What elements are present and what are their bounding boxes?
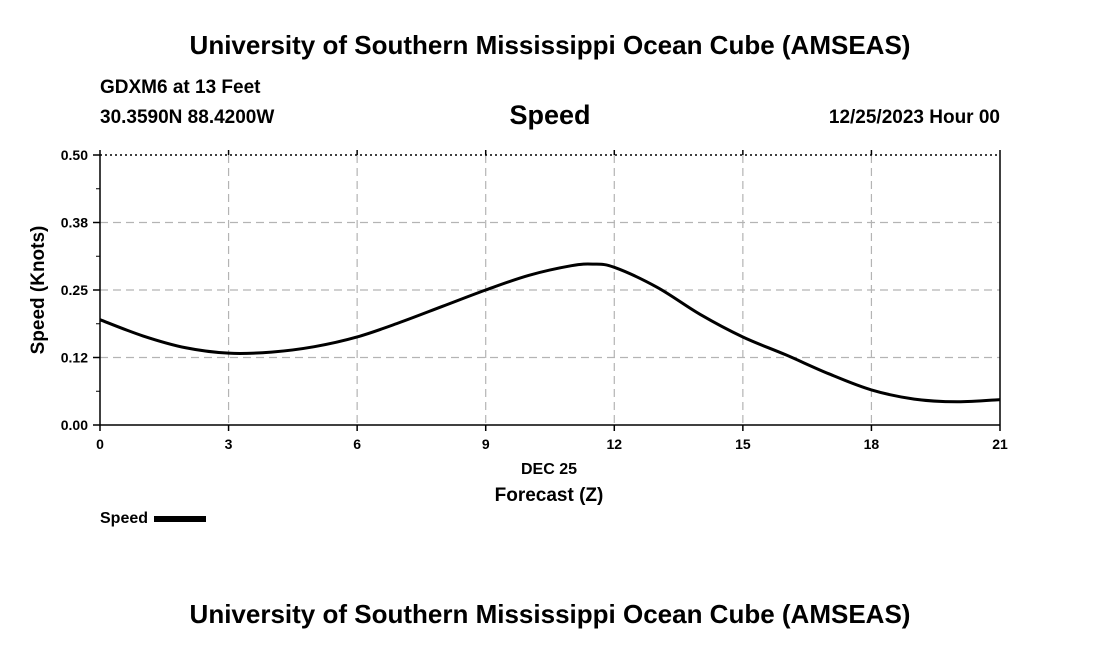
y-tick-label: 0.12 bbox=[61, 350, 88, 366]
x-tick-label: 6 bbox=[353, 436, 361, 452]
footer-title: University of Southern Mississippi Ocean… bbox=[189, 599, 911, 629]
series-group bbox=[99, 262, 1001, 404]
legend-line-swatch bbox=[154, 516, 207, 522]
x-axis-title: Forecast (Z) bbox=[495, 485, 604, 506]
x-tick-label: 0 bbox=[96, 436, 104, 452]
tick-marks bbox=[93, 150, 1001, 431]
coordinates-label: 30.3590N 88.4200W bbox=[100, 107, 275, 128]
grid-lines bbox=[100, 155, 1000, 425]
y-tick-label: 0.25 bbox=[61, 282, 88, 298]
page-title: University of Southern Mississippi Ocean… bbox=[189, 30, 911, 60]
x-axis-date-label: DEC 25 bbox=[521, 461, 577, 478]
x-tick-label: 18 bbox=[864, 436, 880, 452]
y-tick-label: 0.38 bbox=[61, 215, 88, 231]
x-tick-label: 12 bbox=[606, 436, 622, 452]
forecast-datetime: 12/25/2023 Hour 00 bbox=[828, 107, 1000, 128]
chart-subtitle: Speed bbox=[509, 100, 591, 130]
y-axis-title: Speed (Knots) bbox=[28, 226, 49, 355]
x-tick-label: 21 bbox=[992, 436, 1008, 452]
tick-labels: 0 3 6 9 12 15 18 21 0.00 0.12 0.25 0.38 0.50 bbox=[61, 147, 1008, 452]
legend: Speed bbox=[100, 510, 207, 528]
x-tick-label: 9 bbox=[482, 436, 490, 452]
speed-series-line bbox=[99, 262, 1001, 404]
y-tick-label: 0.50 bbox=[61, 147, 88, 163]
station-label: GDXM6 at 13 Feet bbox=[100, 77, 261, 98]
y-tick-label: 0.00 bbox=[61, 417, 88, 433]
legend-label: Speed bbox=[100, 510, 149, 527]
x-tick-label: 3 bbox=[225, 436, 233, 452]
x-tick-label: 15 bbox=[735, 436, 751, 452]
